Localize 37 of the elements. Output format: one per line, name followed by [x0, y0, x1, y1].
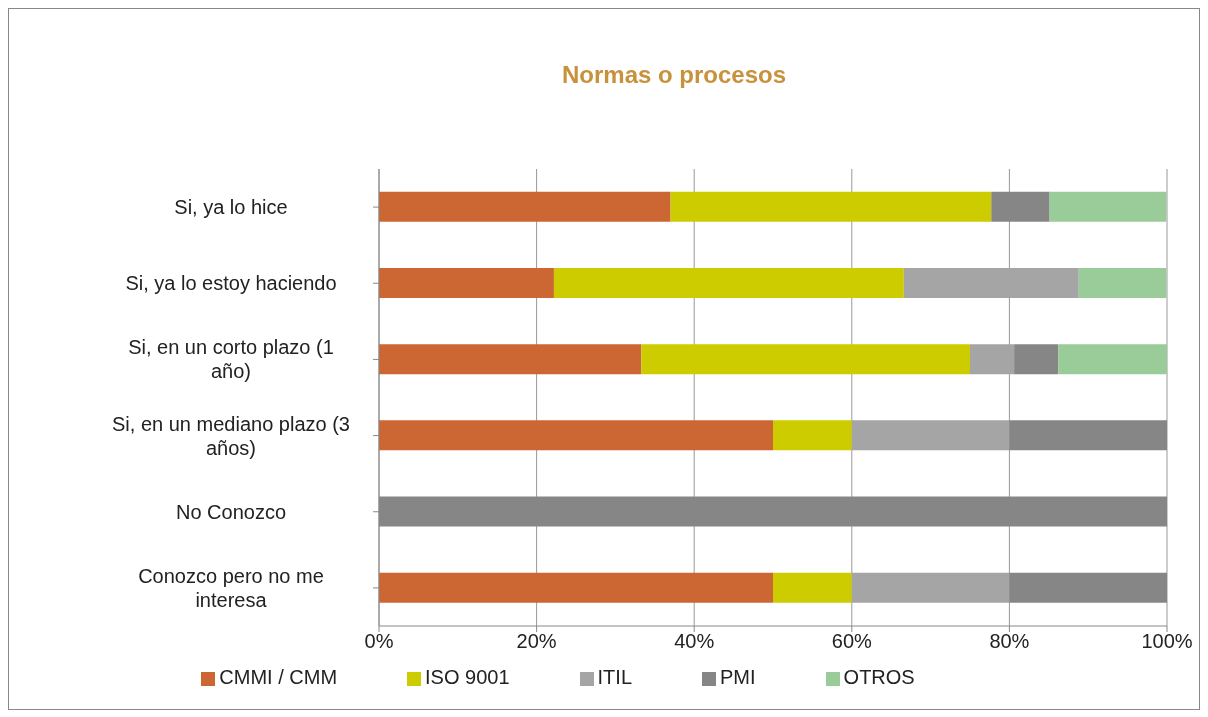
- bar: [379, 572, 773, 603]
- legend-label: PMI: [720, 666, 756, 688]
- bar: [991, 191, 1050, 222]
- bar: [1014, 344, 1059, 375]
- bar: [851, 572, 1010, 603]
- legend-label: ISO 9001: [425, 666, 510, 688]
- x-tick-label: 100%: [1141, 630, 1193, 653]
- y-tick-label: Si, en un corto plazo (1 año): [128, 336, 334, 383]
- x-tick-label: 40%: [674, 630, 715, 653]
- bar: [1058, 344, 1167, 375]
- y-tick-label: No Conozco: [175, 500, 287, 523]
- bar: [379, 191, 671, 222]
- bar: [773, 572, 852, 603]
- bar: [553, 268, 904, 299]
- x-tick-label: 60%: [831, 630, 873, 653]
- y-tick-label: Si, en un mediano plazo (3 años): [112, 412, 350, 459]
- x-tick-label: 80%: [989, 630, 1030, 653]
- bar: [379, 268, 554, 299]
- legend-label: ITIL: [597, 666, 633, 688]
- bar: [1049, 191, 1167, 222]
- bar: [851, 420, 1010, 451]
- bar: [379, 344, 642, 375]
- bar: [379, 420, 773, 451]
- y-tick-label: Si, ya lo estoy haciendo: [125, 272, 337, 295]
- legend-label: CMMI / CMM: [219, 666, 338, 688]
- legend-label: OTROS: [843, 666, 915, 688]
- bar: [670, 191, 992, 222]
- chart-title: Normas o procesos: [560, 60, 788, 89]
- y-tick-label: Conozco pero no me interesa: [138, 564, 324, 611]
- bar: [1078, 268, 1167, 299]
- x-tick-label: 20%: [516, 630, 557, 653]
- y-tick-label: Si, ya lo hice: [174, 196, 288, 219]
- bar: [773, 420, 852, 451]
- x-tick-label: 0%: [364, 630, 394, 653]
- bar: [1009, 420, 1167, 451]
- bar: [1009, 572, 1167, 603]
- bar: [641, 344, 970, 375]
